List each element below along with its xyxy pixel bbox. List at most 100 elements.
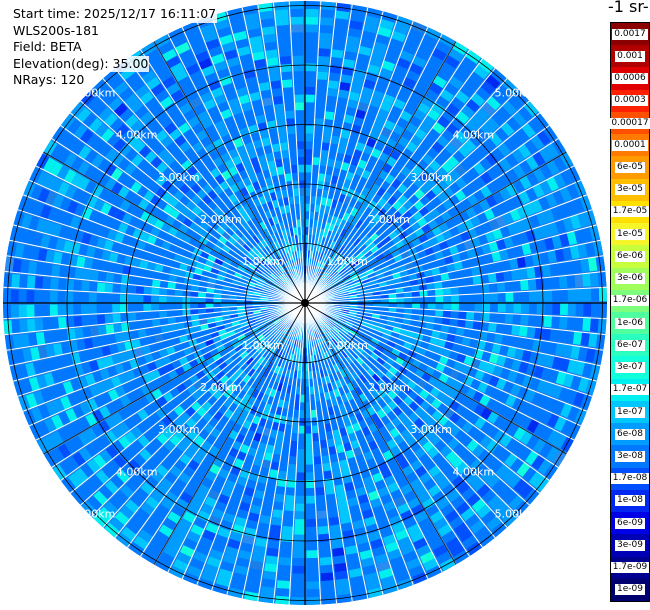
ray-gate: [35, 153, 50, 170]
ray-separator: [304, 302, 369, 599]
ray-gate: [470, 113, 485, 127]
ray-gate: [470, 458, 484, 472]
ray-gate: [336, 321, 344, 328]
ray-gate: [182, 511, 197, 524]
ray-gate: [358, 255, 367, 263]
ray-gate: [385, 421, 396, 432]
ray-gate: [409, 564, 425, 577]
ray-gate: [283, 439, 291, 449]
ray-gate: [330, 532, 343, 542]
ray-gate: [318, 48, 331, 57]
ray-gate: [496, 84, 512, 100]
ray-gate: [42, 277, 51, 290]
ray-gate: [270, 326, 278, 334]
ray-gate: [555, 219, 567, 234]
ray-gate: [185, 406, 197, 418]
ray-gate: [199, 375, 210, 386]
ray-separator: [304, 239, 601, 304]
ray-gate: [125, 499, 140, 514]
ray-gate: [330, 175, 339, 185]
ray-gate: [270, 524, 282, 534]
ray-gate: [312, 157, 320, 166]
ray-gate: [382, 235, 392, 244]
ray-separator: [9, 302, 306, 367]
ray-gate: [188, 222, 199, 232]
ray-gate: [305, 371, 309, 380]
ray-gate: [243, 343, 252, 351]
ray-gate: [315, 87, 327, 96]
ray-gate: [560, 436, 575, 453]
ray-gate: [428, 81, 443, 95]
ray-gate: [316, 494, 326, 504]
ray-gate: [236, 476, 248, 487]
ray-gate: [442, 287, 451, 295]
ray-gate: [225, 370, 235, 379]
ray-gate: [185, 418, 197, 429]
ray-gate: [99, 335, 109, 347]
ray-gate: [336, 278, 344, 285]
ray-gate: [313, 219, 318, 228]
ray-gate: [155, 484, 169, 497]
ray-gate: [251, 327, 260, 334]
ray-gate: [376, 272, 385, 279]
ray-gate: [183, 572, 200, 585]
ray-gate: [358, 461, 369, 472]
ray-gate: [309, 219, 314, 228]
ray-gate: [37, 345, 48, 360]
ray-gate: [127, 312, 137, 322]
ray-gate: [216, 253, 226, 262]
ray-gate: [432, 490, 446, 504]
ray-gate: [146, 137, 160, 150]
ray-gate: [250, 560, 264, 571]
colorbar-cell: 6e-05: [611, 156, 649, 179]
ray-gate: [414, 128, 427, 140]
ray-gate: [237, 390, 247, 400]
ray-gate: [243, 255, 252, 263]
ray-gate: [537, 459, 552, 475]
ray-gate: [186, 504, 200, 517]
colorbar-cell: 1.7e-09: [610, 556, 650, 579]
ray-gate: [105, 192, 117, 205]
ray-gate: [407, 28, 424, 41]
ray-gate: [271, 421, 280, 431]
ray-gate: [338, 284, 347, 290]
ray-separator: [304, 302, 593, 397]
ray-gate: [460, 363, 471, 375]
ray-gate: [265, 49, 278, 59]
ray-gate: [379, 101, 392, 112]
ray-gate: [503, 357, 514, 369]
ray-gate: [103, 112, 118, 127]
ray-gate: [264, 331, 272, 339]
ray-gate: [150, 490, 165, 504]
ray-gate: [22, 348, 33, 363]
ray-gate: [51, 264, 61, 278]
ray-gate: [218, 362, 228, 371]
ray-gate: [403, 516, 418, 529]
ray-gate: [327, 320, 336, 327]
ray-gate: [316, 502, 327, 512]
ray-gate: [402, 385, 413, 395]
ray-gate: [589, 272, 599, 287]
ray-gate: [364, 347, 373, 356]
ray-gate: [259, 274, 268, 281]
ray-gate: [336, 97, 348, 107]
ray-gate: [328, 281, 336, 287]
ray-gate: [329, 282, 338, 289]
ray-gate: [73, 364, 85, 378]
ray-gate: [262, 329, 271, 337]
ray-gate: [216, 345, 226, 353]
ray-gate: [104, 293, 113, 303]
ray-gate: [412, 297, 421, 303]
ray-gate: [209, 167, 221, 179]
colorbar: 0.0017 0.001 0.0006 0.0003 0.00017 0.0001 6e-0…: [609, 22, 650, 602]
ray-gate: [209, 249, 219, 258]
ray-gate: [78, 416, 91, 431]
ray-gate: [291, 346, 296, 355]
colorbar-tick-label: 3e-08: [615, 450, 645, 462]
ray-gate: [361, 350, 371, 359]
ray-gate: [364, 359, 374, 368]
ray-gate: [144, 353, 154, 364]
ray-gate: [506, 437, 520, 452]
ray-gate: [400, 509, 414, 522]
ray-gate: [287, 133, 296, 143]
